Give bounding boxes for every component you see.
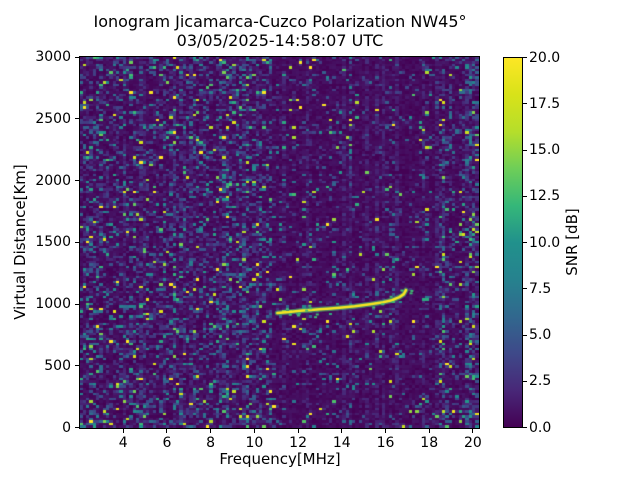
y-tick-mark: [75, 427, 79, 428]
chart-title-line2: 03/05/2025-14:58:07 UTC: [176, 31, 384, 50]
x-axis-label: Frequency[MHz]: [219, 450, 341, 468]
y-tick-mark: [75, 56, 79, 58]
colorbar-tick-label: 10.0: [529, 234, 561, 251]
colorbar-tick-mark: [523, 149, 527, 151]
colorbar-tick-label: 15.0: [529, 142, 561, 158]
x-tick-label: 6: [162, 435, 172, 451]
colorbar-tick-label: 7.5: [529, 280, 552, 297]
y-tick-mark: [75, 241, 79, 243]
x-tick-label: 12: [289, 435, 307, 451]
plot-frame: [79, 56, 480, 429]
x-tick-label: 8: [206, 435, 216, 451]
y-tick-mark: [75, 180, 79, 181]
x-tick-mark: [253, 429, 255, 433]
colorbar-tick-label: 17.5: [529, 95, 561, 112]
x-tick-mark: [341, 429, 343, 433]
colorbar-tick-mark: [523, 103, 527, 105]
x-tick-label: 14: [332, 435, 351, 451]
colorbar-tick-mark: [523, 242, 527, 243]
y-tick-label: 2500: [35, 110, 71, 127]
y-tick-label: 0: [62, 419, 71, 436]
chart-title: Ionogram Jicamarca-Cuzco Polarization NW…: [80, 12, 480, 50]
x-tick-mark: [428, 429, 430, 433]
colorbar-tick-label: 5.0: [529, 327, 552, 343]
colorbar-tick-mark: [523, 288, 527, 290]
colorbar-tick-mark: [523, 427, 527, 428]
x-tick-mark: [122, 429, 124, 433]
y-tick-label: 3000: [35, 49, 71, 65]
y-tick-mark: [75, 365, 79, 367]
y-tick-mark: [75, 118, 79, 120]
colorbar-tick-label: 2.5: [529, 373, 552, 390]
y-tick-label: 1500: [35, 234, 71, 251]
colorbar-tick-label: 20.0: [529, 49, 561, 66]
x-tick-mark: [166, 429, 168, 433]
x-tick-label: 4: [118, 435, 128, 451]
x-tick-mark: [472, 429, 474, 433]
colorbar-tick-label: 12.5: [529, 188, 561, 205]
x-tick-label: 10: [245, 435, 264, 451]
x-tick-label: 18: [420, 435, 439, 451]
y-tick-label: 1000: [35, 296, 71, 312]
x-tick-mark: [210, 429, 212, 433]
y-tick-label: 2000: [35, 172, 71, 189]
colorbar-label: SNR [dB]: [563, 208, 581, 276]
colorbar-tick-mark: [523, 195, 527, 197]
colorbar-gradient: [503, 57, 523, 428]
y-tick-label: 500: [44, 357, 71, 374]
x-tick-mark: [385, 429, 386, 433]
x-tick-label: 20: [464, 435, 482, 451]
x-tick-mark: [297, 429, 299, 433]
x-tick-label: 16: [376, 435, 395, 451]
chart-title-line1: Ionogram Jicamarca-Cuzco Polarization NW…: [93, 12, 467, 31]
colorbar-tick-mark: [523, 380, 527, 382]
colorbar-tick-label: 0.0: [529, 419, 552, 436]
colorbar-tick-mark: [523, 57, 527, 58]
colorbar-tick-mark: [523, 334, 527, 336]
heatmap-canvas: [80, 57, 479, 428]
y-tick-mark: [75, 303, 79, 305]
